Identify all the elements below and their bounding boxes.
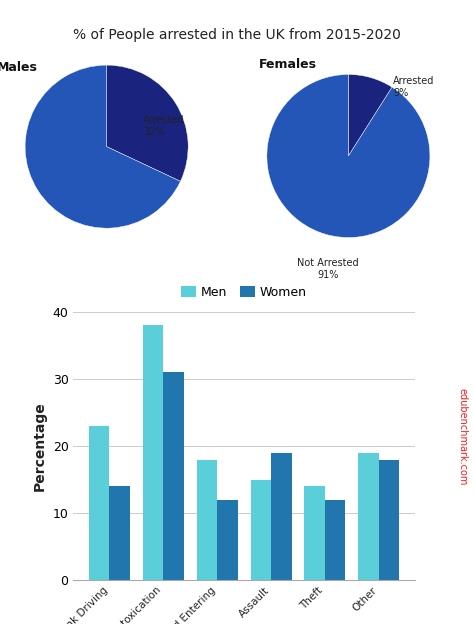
Bar [143, 326, 164, 580]
Wedge shape [267, 74, 430, 238]
Text: % of People arrested in the UK from 2015-2020: % of People arrested in the UK from 2015… [73, 28, 401, 42]
Text: Males: Males [0, 61, 37, 74]
Bar [251, 480, 271, 580]
Text: Not Arrested
68%: Not Arrested 68% [0, 623, 1, 624]
Bar [271, 453, 292, 580]
Y-axis label: Percentage: Percentage [33, 401, 47, 491]
Bar [358, 453, 379, 580]
Text: Females: Females [259, 58, 317, 71]
Bar [304, 487, 325, 580]
Wedge shape [107, 65, 188, 182]
Text: Not Arrested
91%: Not Arrested 91% [297, 258, 359, 280]
Bar [217, 500, 237, 580]
Bar [89, 426, 109, 580]
Legend: Men, Women: Men, Women [176, 281, 312, 304]
Bar [379, 459, 399, 580]
Wedge shape [348, 74, 392, 156]
Bar [164, 373, 184, 580]
Bar [197, 459, 217, 580]
Text: edubenchmark.com: edubenchmark.com [457, 388, 467, 485]
Text: Arrested
32%: Arrested 32% [143, 115, 185, 137]
Text: Arrested
9%: Arrested 9% [393, 76, 435, 97]
Wedge shape [25, 65, 181, 228]
Bar [109, 487, 130, 580]
Bar [325, 500, 346, 580]
